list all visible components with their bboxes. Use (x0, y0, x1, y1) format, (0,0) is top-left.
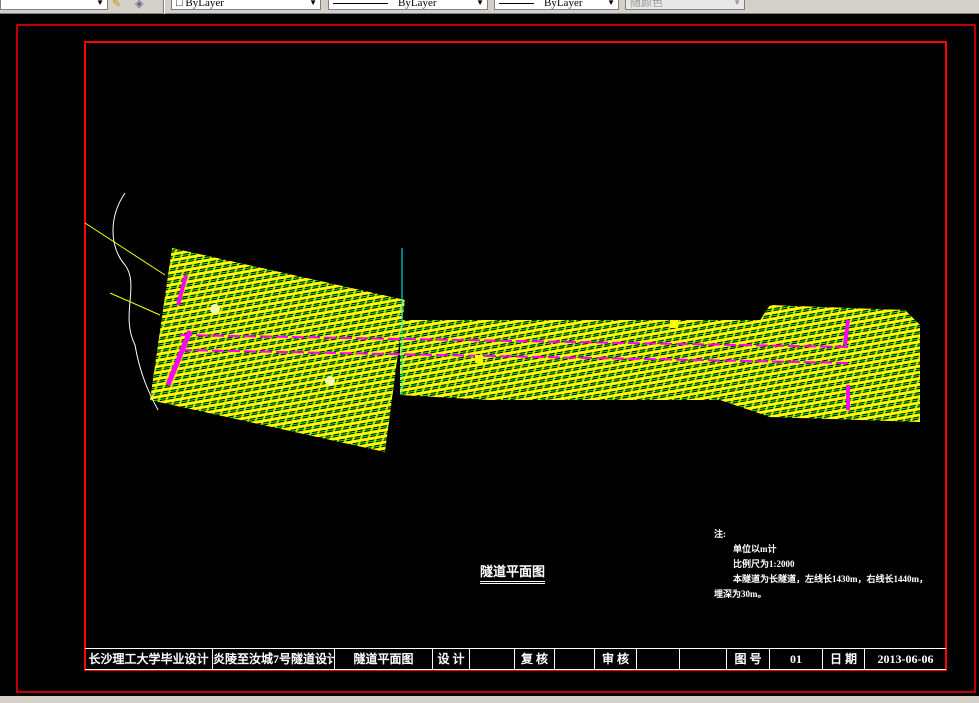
make-layer-current-icon[interactable]: ✎ (112, 0, 122, 10)
plotstyle-select[interactable]: 随颜色 ▼ (625, 0, 745, 10)
guide-line (84, 222, 166, 276)
outer-frame (16, 24, 976, 693)
tb-design-label: 设 计 (433, 649, 470, 669)
properties-toolbar: ▼ ✎ ◈ □ ByLayer ▼ ByLayer ▼ ByLayer ▼ 随颜色 ▼ (0, 0, 979, 14)
color-select[interactable]: □ ByLayer ▼ (171, 0, 321, 10)
tb-review-value (637, 649, 680, 669)
drawing-title: 隧道平面图 (480, 561, 546, 584)
inner-frame (84, 41, 947, 671)
notes-heading: 注: (714, 529, 726, 539)
tb-school: 长沙理工大学毕业设计 (85, 649, 213, 669)
guide-line (109, 292, 161, 316)
drawing-notes: 注: 单位以m计 比例尺为1:2000 本隧道为长隧道，左线长1430m，右线长… (714, 527, 928, 602)
tb-project: 炎陵至汝城7号隧道设计 (213, 649, 335, 669)
layer-previous-icon[interactable]: ◈ (135, 0, 144, 10)
tb-check-label: 复 核 (515, 649, 555, 669)
drawing-canvas[interactable]: 注: 单位以m计 比例尺为1:2000 本隧道为长隧道，左线长1430m，右线长… (0, 15, 979, 696)
note-line: 埋深为30m。 (714, 589, 767, 599)
tb-check-value (555, 649, 595, 669)
layer-select[interactable]: ▼ (0, 0, 108, 10)
tb-drawing-name: 隧道平面图 (335, 649, 433, 669)
linetype-select[interactable]: ByLayer ▼ (328, 0, 488, 10)
tb-design-value (470, 649, 515, 669)
tb-date-label: 日 期 (823, 649, 865, 669)
tb-review-label: 审 核 (595, 649, 637, 669)
tunnel-alignment (165, 274, 851, 410)
boundary-line (112, 192, 159, 411)
contour-map (150, 248, 920, 452)
tb-drawing-no-label: 图 号 (727, 649, 770, 669)
tb-blank (680, 649, 727, 669)
note-line: 单位以m计 (733, 544, 777, 554)
tunnel-plan-drawing (16, 24, 976, 693)
note-line: 本隧道为长隧道，左线长1430m，右线长1440m， (733, 574, 928, 584)
tb-date: 2013-06-06 (877, 652, 934, 666)
note-line: 比例尺为1:2000 (733, 559, 795, 569)
status-strip (0, 696, 979, 703)
lineweight-select[interactable]: ByLayer ▼ (494, 0, 619, 10)
tb-drawing-no: 01 (770, 649, 823, 669)
title-block: 长沙理工大学毕业设计 炎陵至汝城7号隧道设计 隧道平面图 设 计 复 核 审 核… (85, 648, 946, 670)
